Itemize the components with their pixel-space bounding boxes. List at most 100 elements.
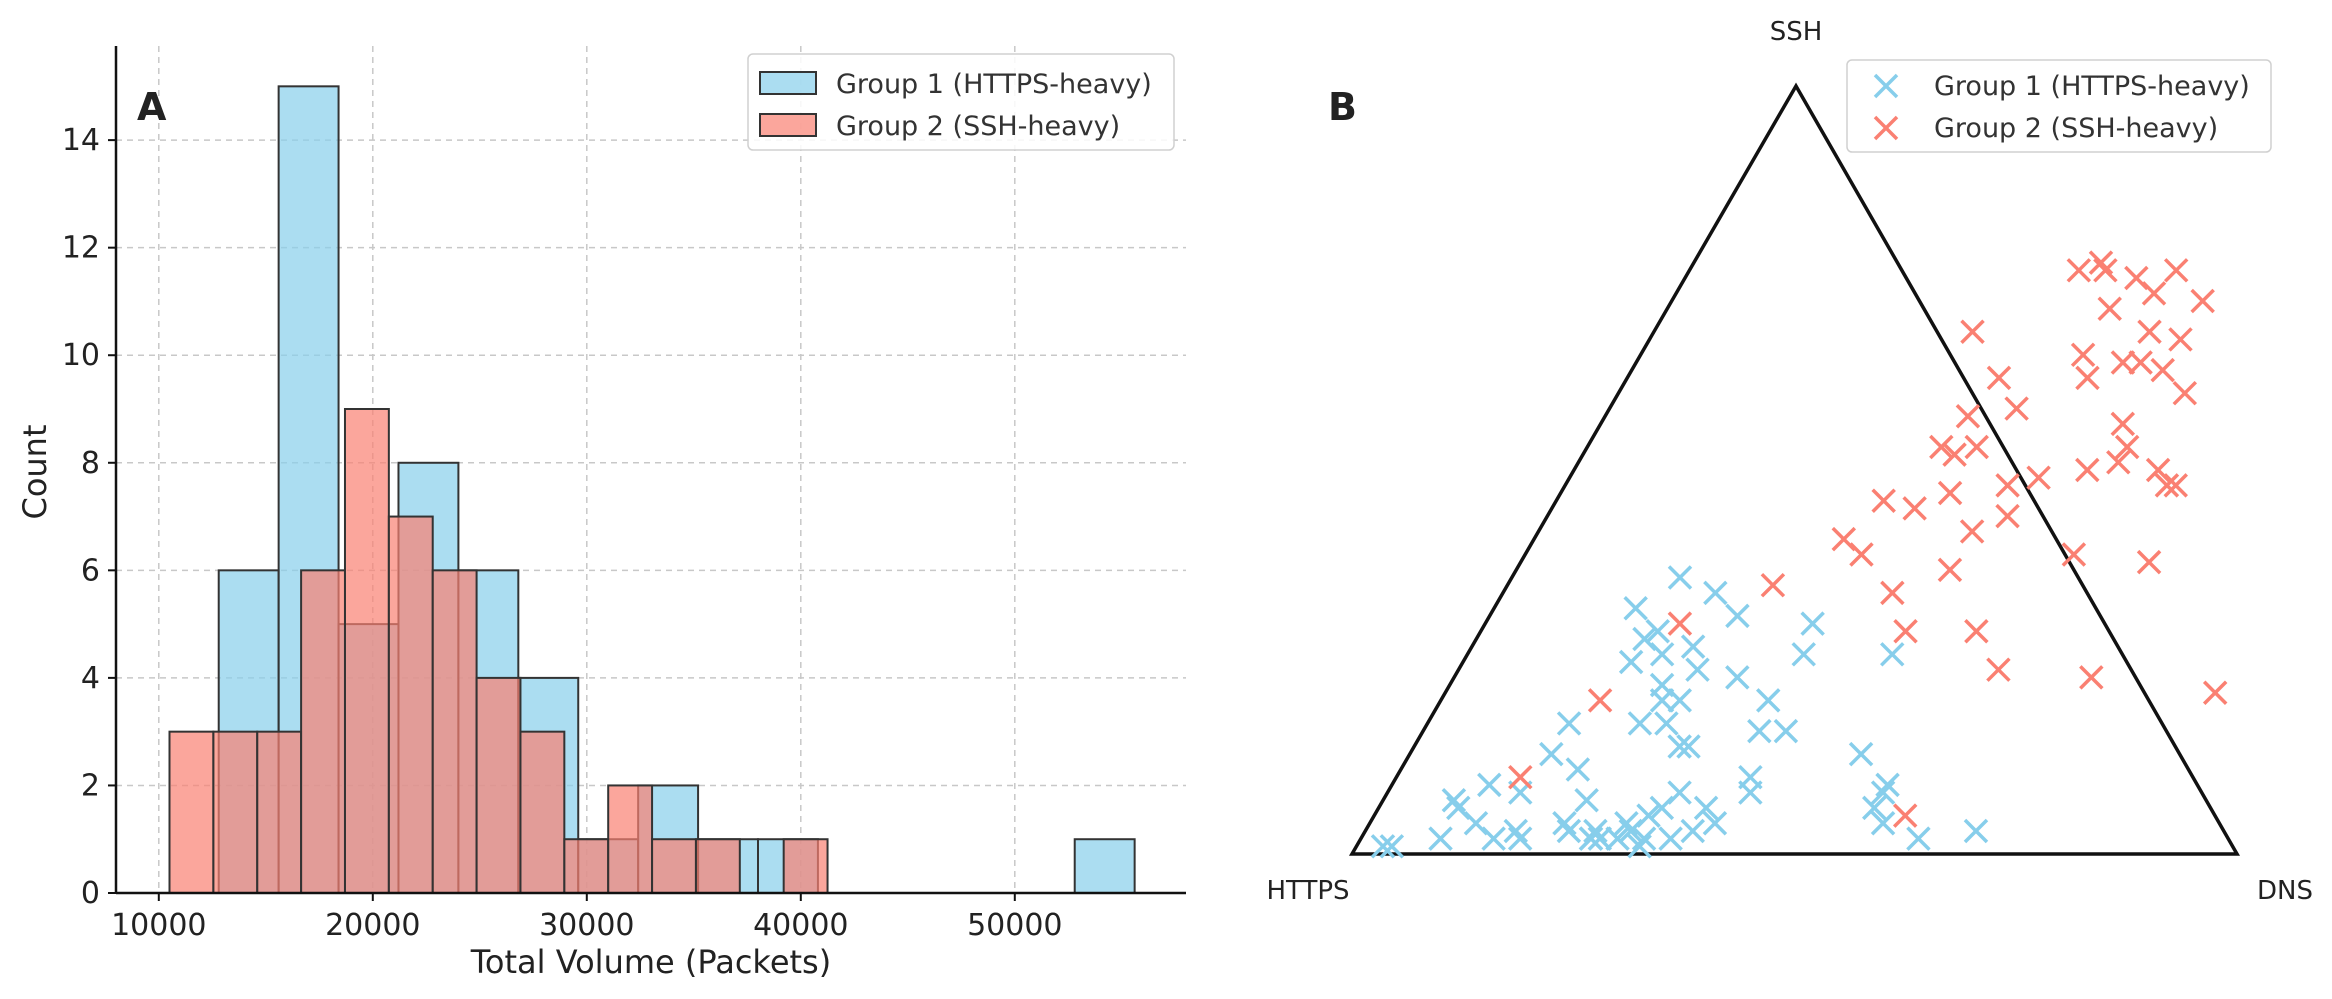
scatter-point bbox=[1552, 811, 1577, 836]
scatter-point bbox=[1649, 672, 1675, 698]
scatter-point bbox=[2088, 250, 2114, 275]
histogram-bar bbox=[431, 569, 478, 894]
legend-marker bbox=[1873, 115, 1899, 141]
scatter-point bbox=[1880, 580, 1905, 606]
scatter-point bbox=[1574, 788, 1599, 813]
ternary-panel: SSH HTTPS DNS B Group 1 (HTTPS-heavy) Gr… bbox=[1266, 17, 2313, 906]
scatter-point bbox=[1503, 818, 1529, 844]
histogram-bar bbox=[300, 569, 346, 894]
scatter-point bbox=[2004, 396, 2029, 421]
scatter-point bbox=[1578, 826, 1604, 851]
y-tick-label: 8 bbox=[81, 446, 100, 481]
x-tick-label: 10000 bbox=[111, 908, 206, 943]
scatter-point bbox=[1875, 772, 1900, 798]
scatter-point bbox=[1960, 319, 1985, 344]
scatter-point bbox=[1848, 741, 1874, 767]
scatter-point bbox=[1654, 711, 1679, 736]
scatter-point bbox=[1929, 434, 1954, 460]
vertex-label-dns: DNS bbox=[2257, 876, 2313, 906]
scatter-point bbox=[2079, 665, 2104, 690]
legend-label-group1: Group 1 (HTTPS-heavy) bbox=[836, 69, 1152, 100]
scatter-point bbox=[1627, 711, 1653, 736]
histogram-bar bbox=[563, 838, 610, 895]
histogram-bar bbox=[168, 730, 215, 895]
scatter-point bbox=[2154, 473, 2180, 498]
y-tick-label: 10 bbox=[62, 338, 100, 373]
scatter-point bbox=[1703, 580, 1728, 606]
scatter-point bbox=[1773, 718, 1799, 744]
scatter-point bbox=[1556, 711, 1582, 736]
scatter-point bbox=[1986, 365, 2012, 391]
scatter-point bbox=[1649, 795, 1675, 821]
x-tick-label: 50000 bbox=[967, 908, 1062, 943]
scatter-point bbox=[1446, 795, 1471, 821]
scatter-point bbox=[1379, 834, 1405, 859]
scatter-point bbox=[1507, 826, 1533, 851]
scatter-point bbox=[1556, 818, 1582, 844]
scatter-point bbox=[1862, 795, 1887, 821]
scatter-point bbox=[1605, 826, 1630, 851]
scatter-point bbox=[2110, 411, 2136, 437]
scatter-point bbox=[1870, 780, 1896, 805]
histogram-bar bbox=[1073, 838, 1136, 895]
scatter-point bbox=[1937, 557, 1963, 583]
scatter-point bbox=[1738, 764, 1763, 790]
scatter-point bbox=[1370, 834, 1396, 859]
scatter-point bbox=[1618, 649, 1644, 675]
scatter-point bbox=[2163, 258, 2189, 283]
scatter-point bbox=[1539, 741, 1564, 767]
scatter-point bbox=[1645, 619, 1670, 644]
group1-points bbox=[1370, 565, 1989, 859]
histogram-bar bbox=[607, 784, 654, 895]
scatter-point bbox=[1587, 826, 1613, 851]
histogram-bar bbox=[256, 730, 303, 895]
scatter-point bbox=[2128, 350, 2153, 375]
scatter-point bbox=[1667, 734, 1692, 759]
scatter-point bbox=[1702, 811, 1728, 836]
x-tick-label: 30000 bbox=[539, 908, 634, 943]
scatter-point bbox=[2136, 549, 2162, 575]
scatter-point bbox=[1902, 496, 1927, 521]
scatter-point bbox=[1791, 642, 1816, 667]
scatter-point bbox=[1667, 565, 1693, 590]
scatter-point bbox=[1583, 818, 1608, 844]
scatter-point bbox=[1880, 642, 1905, 667]
scatter-point bbox=[2075, 365, 2100, 391]
scatter-point bbox=[2066, 258, 2092, 283]
scatter-point bbox=[1986, 657, 2011, 682]
scatter-point bbox=[1658, 826, 1683, 851]
histogram-bar bbox=[694, 838, 741, 895]
vertex-label-https: HTTPS bbox=[1266, 876, 1349, 906]
scatter-point bbox=[2114, 434, 2140, 460]
scatter-point bbox=[1614, 811, 1639, 836]
y-tick-label: 12 bbox=[62, 231, 100, 266]
scatter-point bbox=[1680, 634, 1706, 659]
scatter-point bbox=[2061, 542, 2087, 567]
scatter-point bbox=[1831, 526, 1857, 552]
scatter-point bbox=[2093, 258, 2118, 283]
scatter-point bbox=[2026, 465, 2051, 490]
y-tick-label: 4 bbox=[81, 661, 100, 696]
scatter-point bbox=[2150, 357, 2175, 383]
scatter-point bbox=[1725, 603, 1750, 629]
panel-label-b: B bbox=[1328, 85, 1357, 129]
scatter-point bbox=[2163, 473, 2189, 498]
scatter-point bbox=[2137, 319, 2162, 344]
y-tick-label: 2 bbox=[81, 768, 100, 803]
scatter-point bbox=[1693, 795, 1719, 821]
legend-marker-group2 bbox=[1873, 115, 1899, 141]
legend-box bbox=[747, 53, 1175, 151]
histogram-bar bbox=[343, 408, 390, 894]
scatter-point bbox=[1623, 596, 1648, 621]
y-tick-label: 6 bbox=[81, 553, 100, 588]
x-tick-labels: 10000 20000 30000 40000 50000 bbox=[111, 908, 1062, 943]
scatter-point bbox=[1725, 665, 1750, 690]
scatter-point bbox=[2070, 342, 2096, 368]
scatter-point bbox=[1959, 519, 1985, 544]
scatter-point bbox=[1627, 834, 1652, 859]
ternary-triangle bbox=[1348, 82, 2241, 856]
vertex-label-ssh: SSH bbox=[1770, 17, 1823, 47]
scatter-point bbox=[1871, 488, 1896, 513]
histogram-bar bbox=[387, 515, 434, 894]
group2-bars bbox=[168, 408, 829, 895]
